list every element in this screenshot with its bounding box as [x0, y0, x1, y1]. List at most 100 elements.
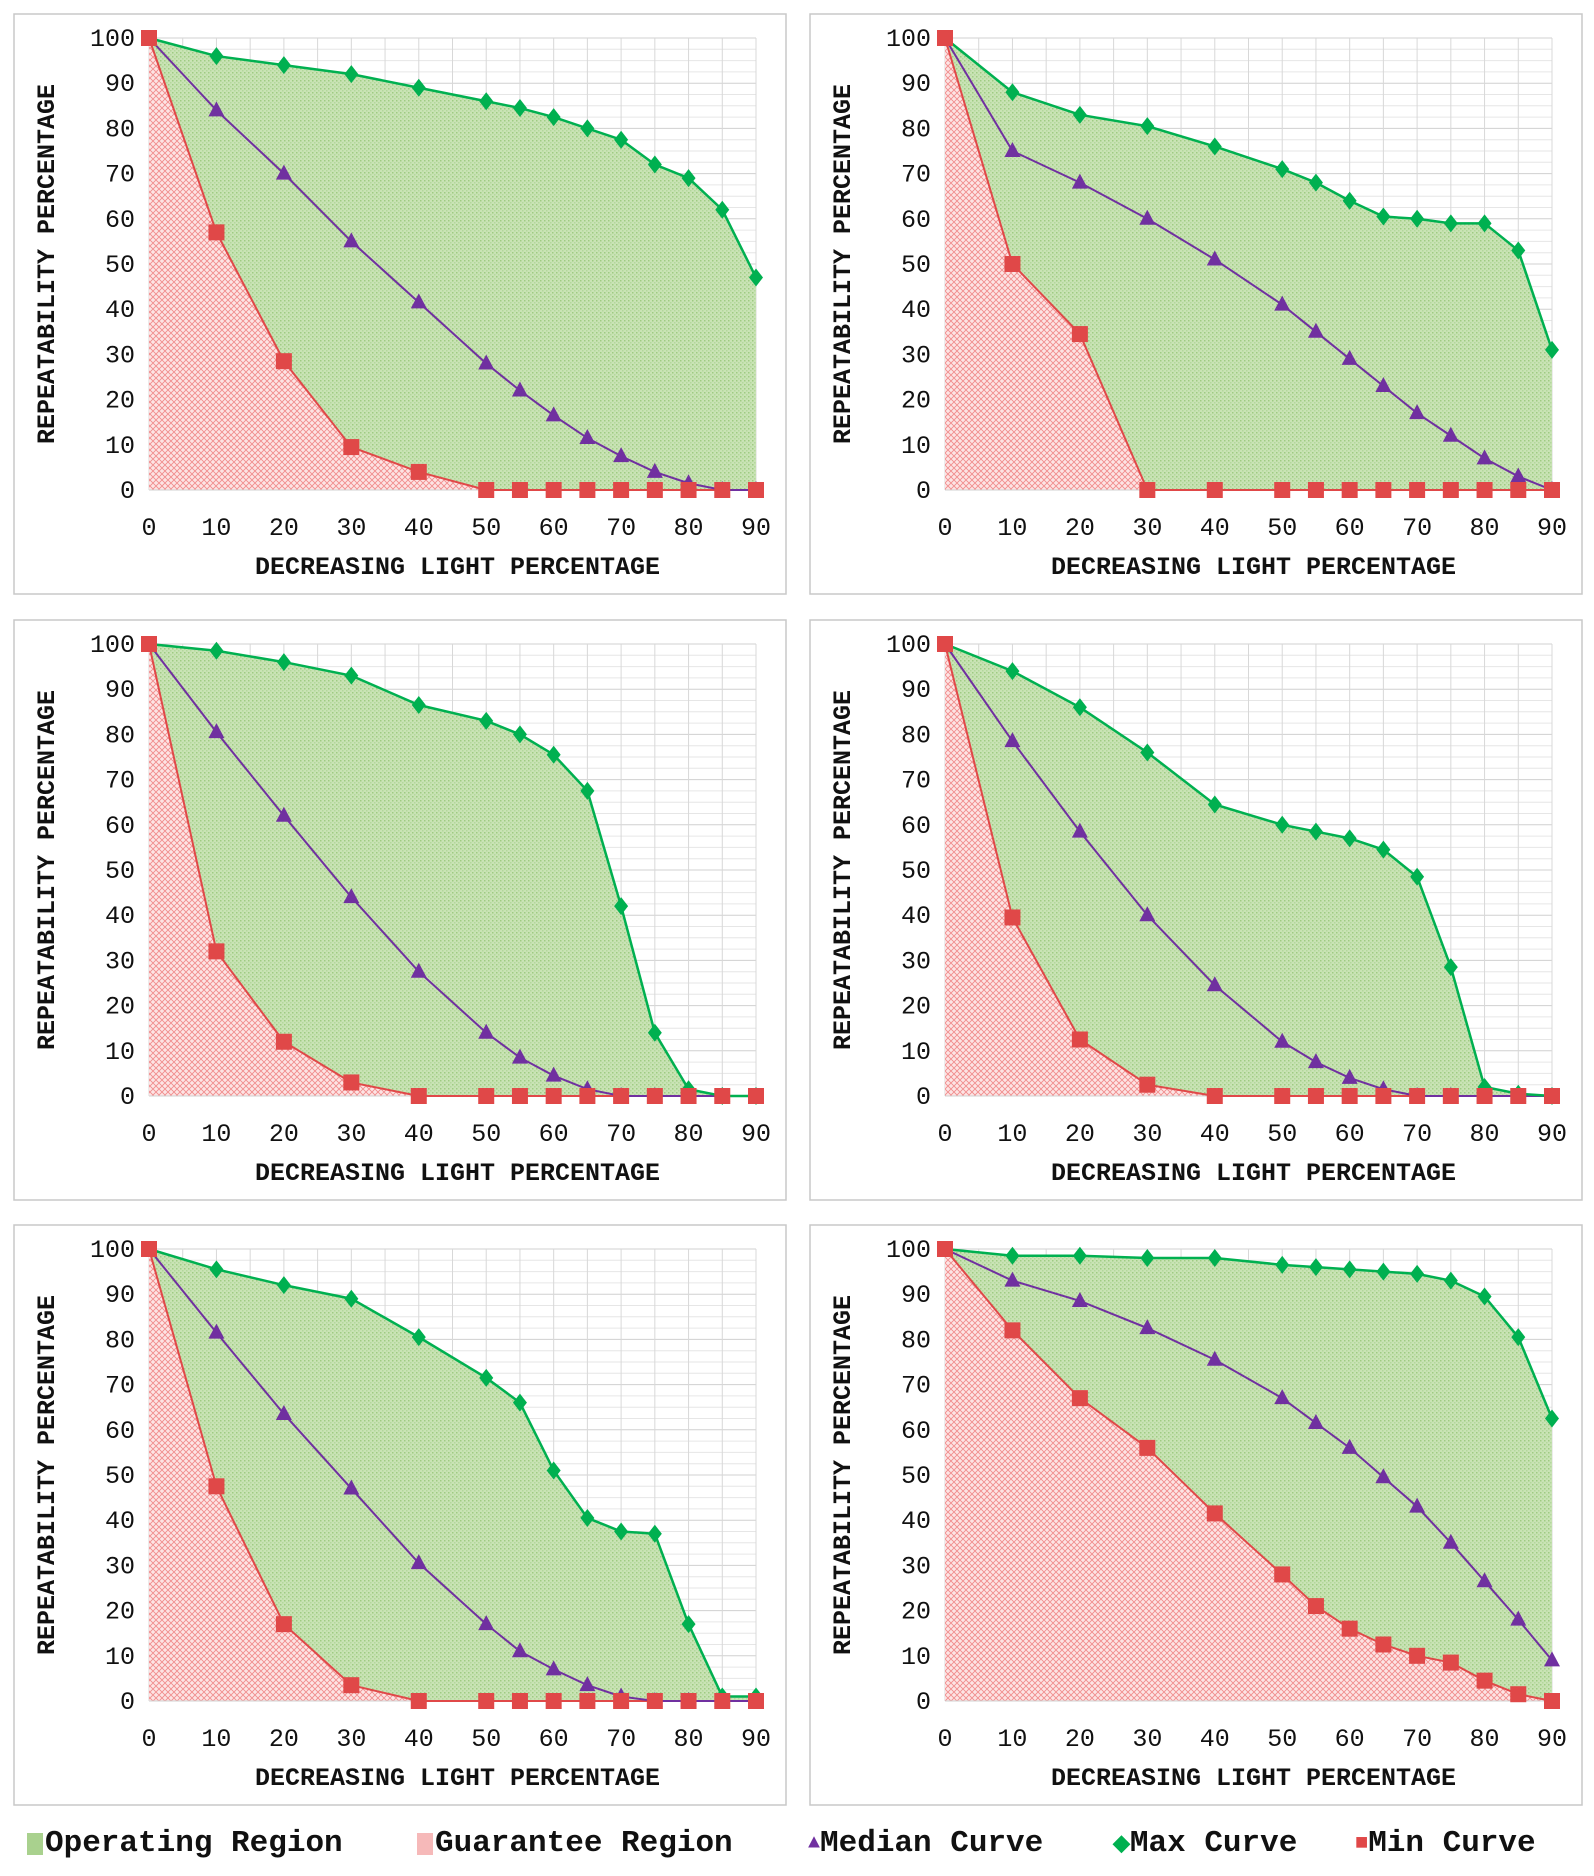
y-tick-label: 100 [886, 1236, 931, 1265]
max-curve-point [715, 200, 730, 219]
x-tick-label: 50 [471, 1120, 501, 1149]
min-curve-point [1307, 482, 1324, 498]
median-curve-point [545, 406, 562, 422]
max-curve-point [1410, 1264, 1425, 1283]
min-curve-point [646, 1088, 663, 1104]
max-curve-point [276, 653, 291, 672]
min-curve-point [680, 482, 697, 498]
max-curve-point [479, 92, 494, 111]
min-curve-point [1442, 1654, 1459, 1671]
median-curve-point [208, 1323, 225, 1339]
min-curve-point [748, 1693, 764, 1709]
max-curve-point [1140, 117, 1155, 136]
y-tick-label: 0 [120, 477, 135, 506]
y-tick-label: 10 [901, 1038, 931, 1067]
y-tick-label: 0 [120, 1688, 135, 1717]
x-tick-label: 40 [404, 1120, 434, 1149]
median-curve-point [343, 888, 360, 904]
guarantee-region-area [945, 644, 1552, 1096]
max-curve-point [1072, 1246, 1087, 1265]
triangle-marker-icon: ▲ [808, 1832, 821, 1855]
median-curve-point [478, 1615, 495, 1631]
median-curve-point [1071, 173, 1088, 189]
max-curve-point [1005, 83, 1020, 102]
guarantee-region-area [945, 1249, 1552, 1701]
y-tick-label: 90 [901, 676, 931, 705]
min-curve-point [613, 482, 630, 498]
max-curve-point [1207, 1249, 1222, 1268]
x-tick-label: 20 [1065, 1120, 1095, 1149]
x-tick-label: 60 [539, 1725, 569, 1754]
x-tick-label: 20 [269, 1725, 299, 1754]
max-curve-point [344, 666, 359, 685]
x-tick-label: 90 [741, 514, 771, 543]
y-axis-title: REPEATABILITY PERCENTAGE [829, 84, 858, 444]
x-tick-label: 80 [674, 1120, 704, 1149]
median-curve-point [410, 1554, 427, 1570]
min-curve-point [1307, 1088, 1324, 1104]
y-tick-label: 80 [901, 721, 931, 750]
median-curve-point [208, 101, 225, 117]
legend-item-min-curve: ■ Min Curve [1355, 1826, 1536, 1861]
max-curve-point [1207, 795, 1222, 814]
min-curve-point [1004, 1322, 1021, 1339]
x-tick-label: 60 [1335, 1120, 1365, 1149]
y-tick-label: 90 [901, 70, 931, 99]
y-tick-label: 20 [901, 1598, 931, 1627]
min-curve-point [1341, 1088, 1358, 1104]
operating-region-area [945, 644, 1552, 1096]
median-curve-point [1274, 1032, 1291, 1048]
y-tick-label: 30 [105, 1552, 135, 1581]
chart-panel-6: 0 10 20 30 40 50 60 70 80 90 100 0 10 20 30 40 50 60 70 80 9… [809, 1224, 1583, 1806]
max-curve-line [944, 642, 1553, 1098]
median-curve-point [1206, 250, 1223, 266]
min-curve-point [1341, 1620, 1358, 1637]
min-curve-point [1206, 482, 1223, 498]
x-tick-label: 40 [1200, 514, 1230, 543]
y-tick-label: 60 [105, 206, 135, 235]
y-tick-label: 40 [105, 902, 135, 931]
y-tick-label: 90 [105, 676, 135, 705]
y-tick-label: 10 [105, 1643, 135, 1672]
min-curve-point [1375, 1636, 1392, 1653]
median-curve-point [545, 1066, 562, 1082]
x-tick-label: 30 [1132, 1725, 1162, 1754]
max-curve-point [647, 1023, 662, 1042]
median-curve-point [1409, 1497, 1426, 1513]
y-tick-label: 30 [105, 341, 135, 370]
min-curve-point [1206, 1088, 1223, 1104]
x-tick-label: 0 [937, 1120, 952, 1149]
chart-legend: Operating Region Guarantee Region ▲ Medi… [0, 1826, 1594, 1876]
x-tick-label: 60 [539, 514, 569, 543]
median-curve-point [1341, 1438, 1358, 1454]
max-curve-point [1005, 1246, 1020, 1265]
max-curve-point [479, 1368, 494, 1387]
min-curve-point [1409, 1647, 1426, 1664]
min-curve-point [141, 1241, 157, 1257]
max-curve-line [148, 642, 756, 1098]
min-curve-point [1139, 482, 1156, 498]
min-curve-point [1206, 1505, 1223, 1522]
min-curve-point [1544, 482, 1560, 498]
x-tick-label: 0 [937, 514, 952, 543]
min-curve-point [1341, 482, 1358, 498]
max-curve-point [512, 725, 527, 744]
max-curve-point [1207, 137, 1222, 156]
median-curve-point [1004, 142, 1021, 157]
x-tick-label: 90 [741, 1725, 771, 1754]
x-tick-label: 60 [539, 1120, 569, 1149]
x-axis-title: DECREASING LIGHT PERCENTAGE [1051, 553, 1456, 582]
min-curve-point [275, 1033, 292, 1050]
min-curve-point [680, 1693, 697, 1709]
min-curve-point [1510, 1686, 1527, 1703]
max-curve-point [209, 47, 224, 66]
min-curve-point [1544, 1088, 1560, 1104]
max-curve-point [1477, 1287, 1492, 1306]
max-curve-point [512, 1393, 527, 1412]
max-curve-point [647, 155, 662, 174]
max-curve-point [580, 781, 595, 800]
max-curve-point [749, 268, 763, 287]
min-curve-point [579, 482, 596, 498]
x-tick-label: 70 [606, 514, 636, 543]
max-curve-point [580, 119, 595, 138]
